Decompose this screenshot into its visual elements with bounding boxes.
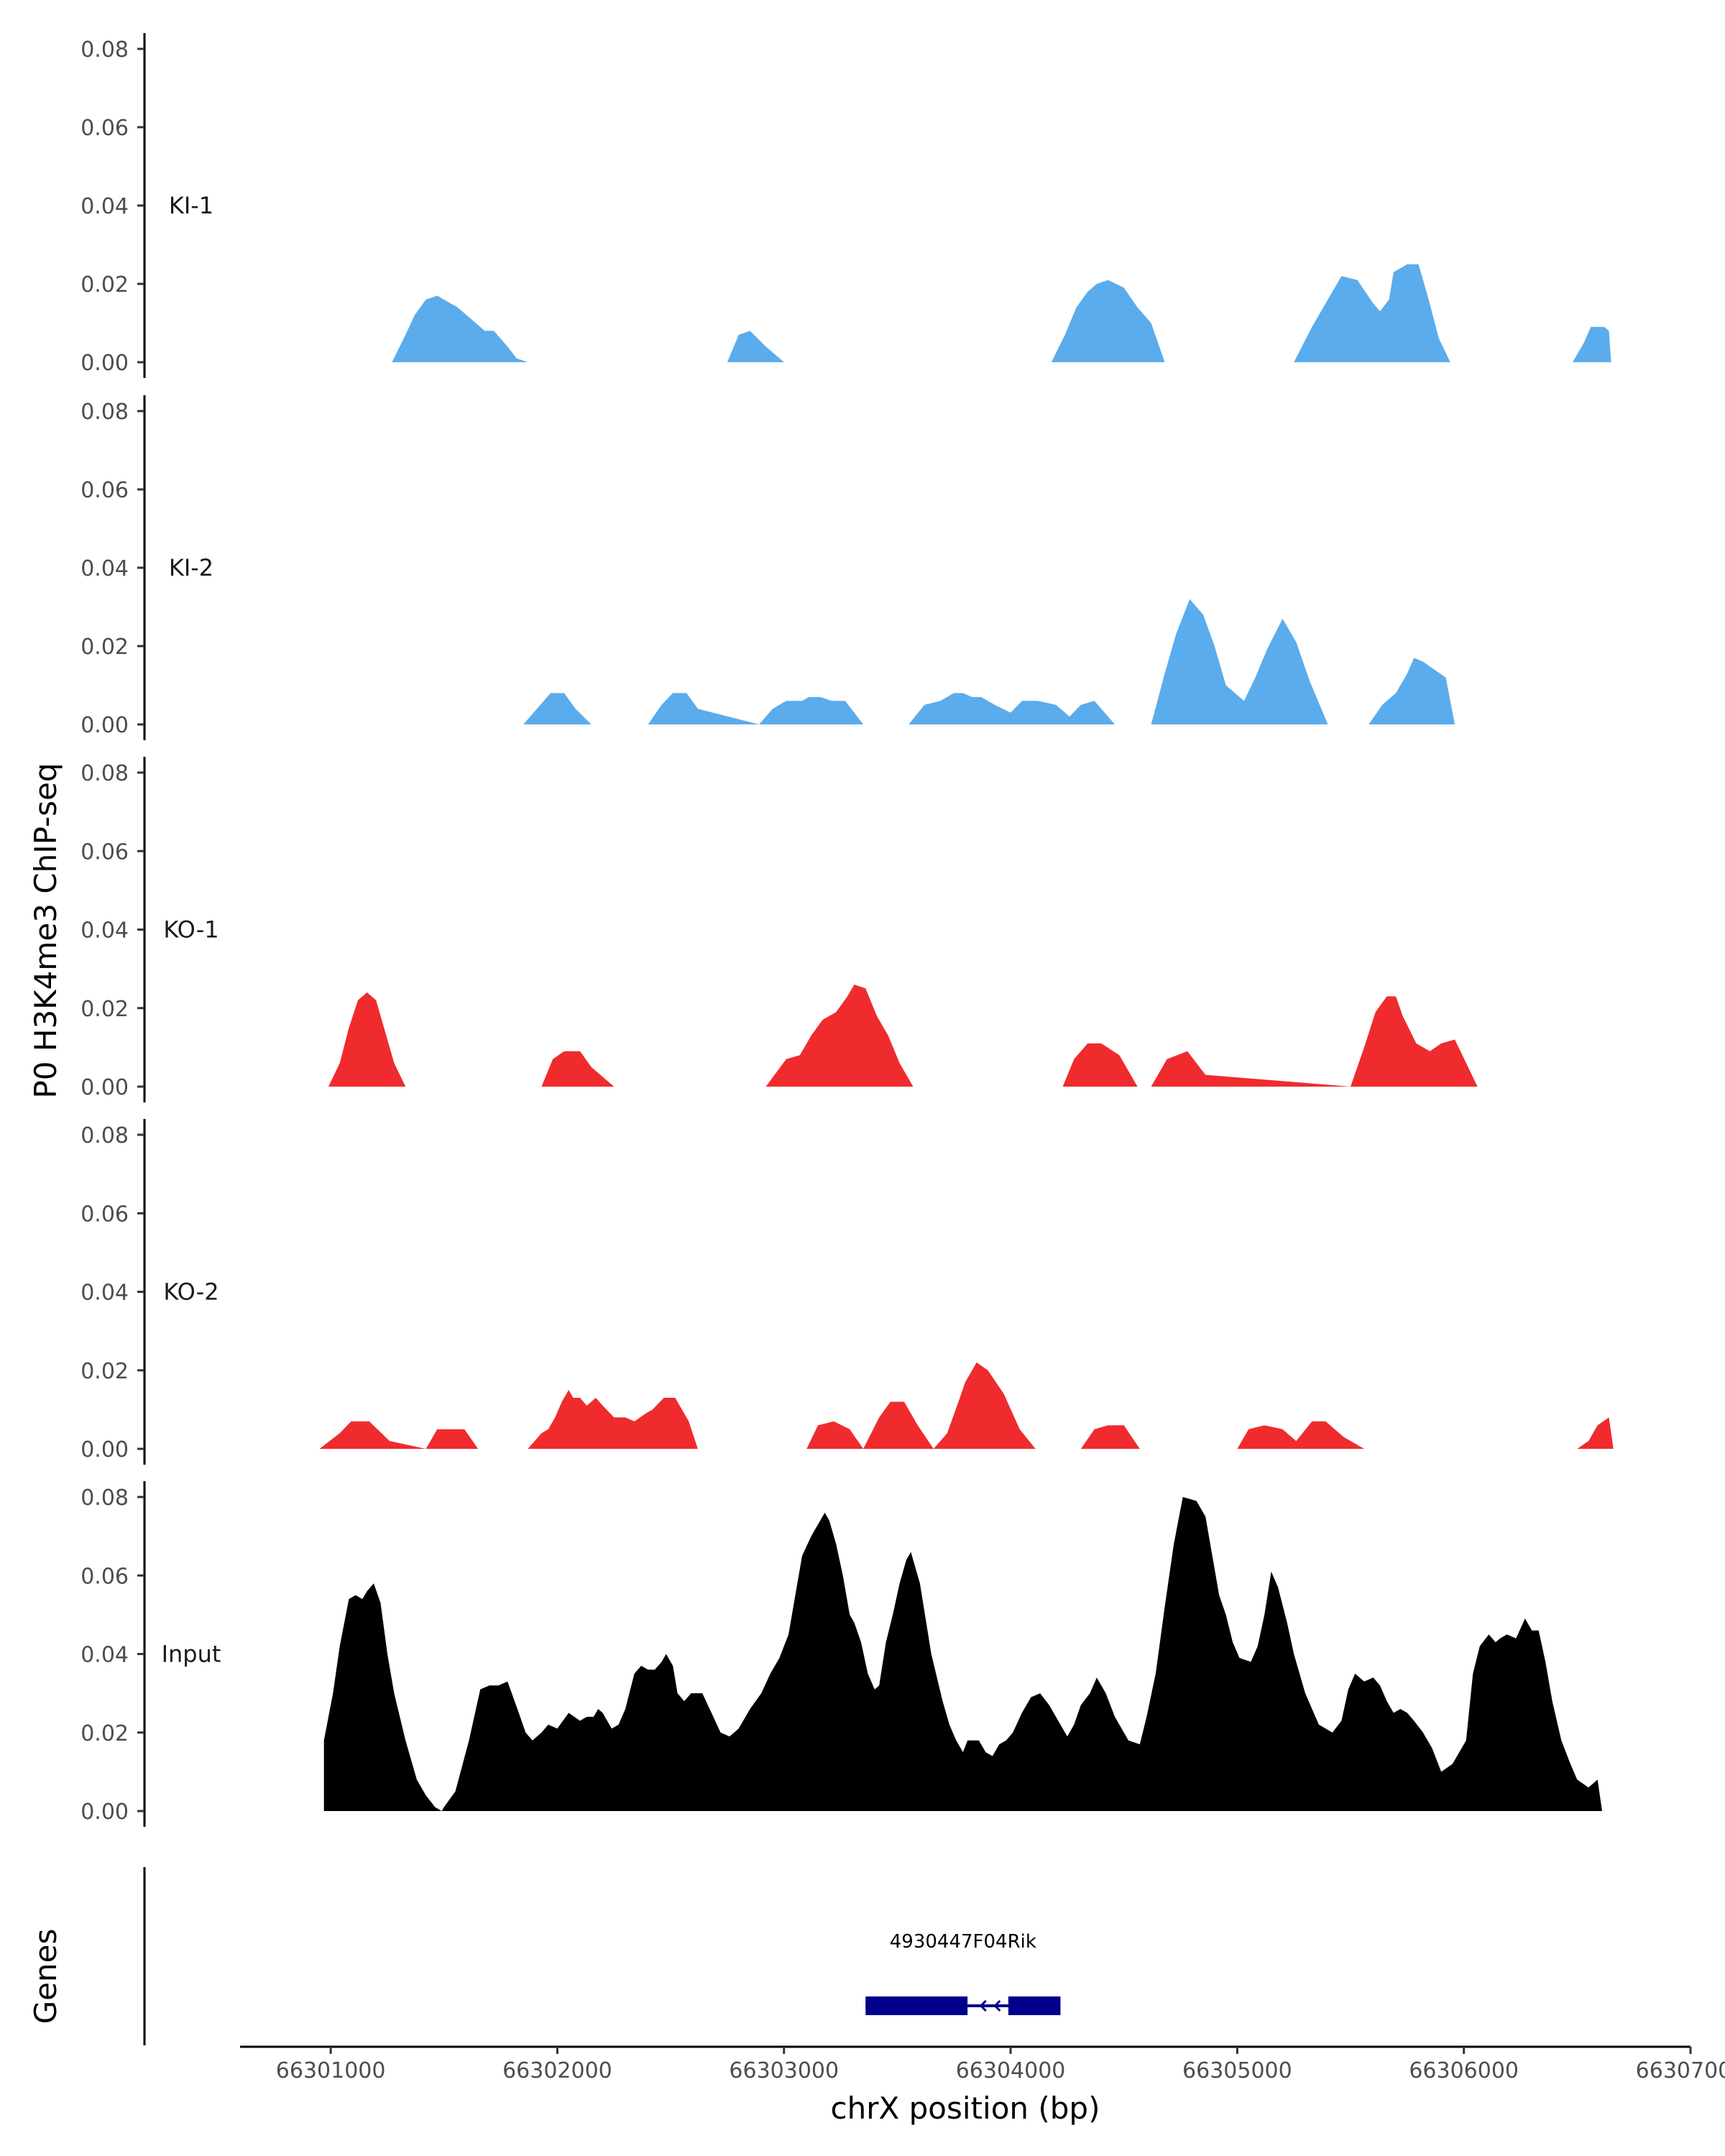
y-tick-label: 0.04	[80, 556, 129, 581]
gene-track: 4930447F04Rik	[143, 1867, 1061, 2045]
y-tick-label: 0.06	[80, 839, 129, 865]
y-tick-label: 0.00	[80, 351, 129, 376]
signal-area-ko-2	[319, 1362, 1614, 1449]
y-tick-label: 0.02	[80, 635, 129, 660]
y-tick-label: 0.08	[80, 1123, 129, 1148]
gene-exon	[865, 1996, 968, 2015]
x-tick-label: 66305000	[1182, 2058, 1292, 2083]
y-tick-label: 0.08	[80, 37, 129, 63]
x-tick-label: 66303000	[729, 2058, 839, 2083]
x-tick-label: 66307000	[1636, 2058, 1725, 2083]
y-tick-label: 0.02	[80, 1721, 129, 1746]
y-tick-label: 0.00	[80, 1075, 129, 1100]
y-tick-label: 0.06	[80, 1202, 129, 1227]
strand-arrow	[993, 1999, 1001, 2012]
track-ko-1: 0.00 0.02 0.04 0.06 0.08 KO-1	[80, 757, 1478, 1102]
tracks-layer: 0.00 0.02 0.04 0.06 0.08 KI-1 0.00 0.02 0.04 0.06…	[80, 33, 1614, 1827]
y-tick-label: 0.04	[80, 1281, 129, 1306]
signal-area-input	[323, 1497, 1603, 1811]
y-tick-label: 0.02	[80, 1359, 129, 1384]
track-input: 0.00 0.02 0.04 0.06 0.08 Input	[80, 1481, 1603, 1827]
track-ko-2: 0.00 0.02 0.04 0.06 0.08 KO-2	[80, 1119, 1614, 1465]
strand-arrow	[979, 1999, 987, 2012]
y-tick-label: 0.04	[80, 918, 129, 944]
track-label: KO-1	[163, 916, 218, 944]
signal-area-ki-2	[523, 599, 1455, 724]
y-axis-title: P0 H3K4me3 ChIP-seq	[28, 763, 63, 1098]
y-tick-label: 0.00	[80, 1800, 129, 1825]
track-ki-2: 0.00 0.02 0.04 0.06 0.08 KI-2	[80, 395, 1455, 740]
x-axis: 66301000 66302000 66303000 66304000 66305000…	[240, 2045, 1725, 2083]
y-tick-label: 0.06	[80, 478, 129, 503]
y-tick-label: 0.04	[80, 194, 129, 219]
x-tick-label: 66302000	[502, 2058, 612, 2083]
y-tick-label: 0.02	[80, 272, 129, 298]
track-label: KO-2	[163, 1279, 218, 1306]
y-tick-label: 0.04	[80, 1643, 129, 1668]
gene-name-label: 4930447F04Rik	[890, 1931, 1036, 1953]
track-ki-1: 0.00 0.02 0.04 0.06 0.08 KI-1	[80, 33, 1611, 378]
y-tick-label: 0.00	[80, 713, 129, 738]
track-label: KI-2	[169, 554, 213, 581]
track-label: KI-1	[169, 192, 213, 219]
x-tick-label: 66304000	[956, 2058, 1066, 2083]
signal-area-ki-1	[392, 264, 1611, 362]
y-tick-label: 0.08	[80, 400, 129, 425]
y-tick-label: 0.06	[80, 116, 129, 141]
y-tick-label: 0.00	[80, 1437, 129, 1462]
x-tick-label: 66301000	[276, 2058, 386, 2083]
y-tick-label: 0.08	[80, 761, 129, 786]
gene-exon	[1008, 1996, 1061, 2015]
genes-axis-title: Genes	[28, 1929, 63, 2024]
track-label: Input	[162, 1641, 221, 1668]
y-tick-label: 0.06	[80, 1564, 129, 1589]
y-tick-label: 0.08	[80, 1485, 129, 1511]
y-tick-label: 0.02	[80, 997, 129, 1022]
signal-area-ko-1	[328, 985, 1478, 1087]
x-axis-title: chrX position (bp)	[831, 2091, 1100, 2126]
x-tick-label: 66306000	[1409, 2058, 1519, 2083]
